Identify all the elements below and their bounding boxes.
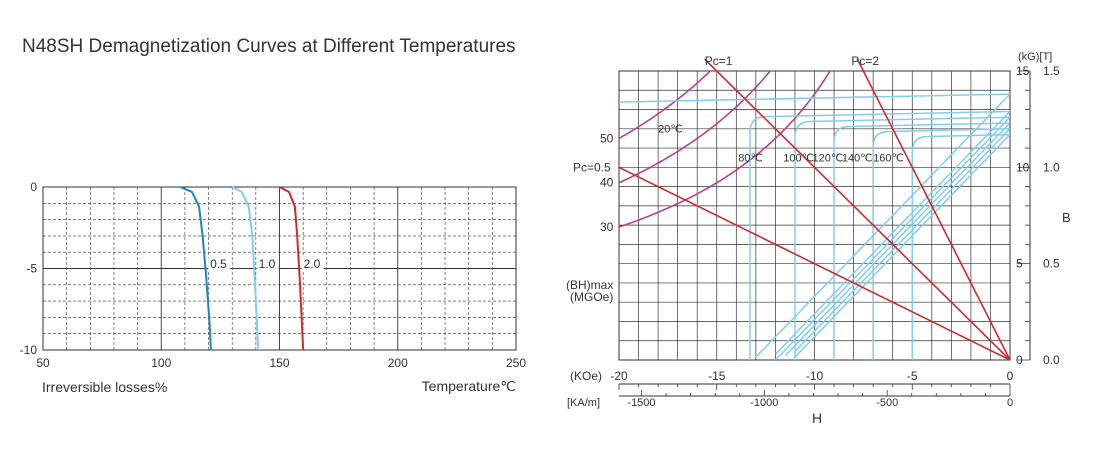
left-y-tick-label: -5 <box>26 262 37 276</box>
bhmax-value-label: 50 <box>600 131 614 145</box>
load-line-extension <box>856 58 865 72</box>
normal-b-curve <box>794 134 1010 358</box>
right-y-tick-label-kg: 5 <box>1016 257 1023 271</box>
left-series-label: 0.5 <box>210 257 227 271</box>
left-chart-labels: 50 100 150 200 250 0 -5 -10 0.5 1.0 2.0 <box>20 180 527 370</box>
temperature-curve-label: 160℃ <box>873 153 904 165</box>
right-chart-curves <box>619 58 1010 360</box>
left-y-tick-label: 0 <box>30 180 37 194</box>
right-y-tick-label-t: 0.5 <box>1043 257 1060 271</box>
intrinsic-j-curve <box>619 93 1010 104</box>
kam-tick-label: -1500 <box>627 397 655 409</box>
left-series-line <box>179 186 212 351</box>
right-y-tick-label-kg: 15 <box>1016 64 1030 78</box>
right-y-tick-label-kg: 10 <box>1016 160 1030 174</box>
right-curve-group <box>619 71 1010 360</box>
kam-tick-label: -500 <box>876 397 898 409</box>
temperature-curve-label: 140℃ <box>842 153 873 165</box>
x-unit-kam-label: [KA/m] <box>567 397 600 409</box>
page-title: N48SH Demagnetization Curves at Differen… <box>22 36 516 57</box>
bhmax-value-label: 30 <box>600 220 614 234</box>
bhmax-curve <box>619 71 772 184</box>
temperature-curve-label: 80℃ <box>738 153 763 165</box>
koe-tick-label: -5 <box>907 369 918 383</box>
left-series-label: 1.0 <box>259 257 276 271</box>
right-chart-grid <box>618 70 1031 397</box>
kam-tick-label: -1000 <box>750 397 778 409</box>
load-line <box>716 71 1010 360</box>
koe-tick-label: 0 <box>1007 369 1014 383</box>
temperature-curve-label: 120℃ <box>813 153 844 165</box>
right-plot-frame <box>618 70 1011 361</box>
right-y-tick-label-t: 0.0 <box>1043 353 1060 367</box>
load-line-extension <box>704 58 718 72</box>
load-line-label: Pc=2 <box>851 54 879 68</box>
bhmax-value-label: 40 <box>600 176 614 190</box>
kam-tick-label: 0 <box>1007 397 1013 409</box>
left-x-tick-label: 50 <box>36 356 50 370</box>
koe-tick-label: -15 <box>708 369 726 383</box>
intrinsic-j-curve <box>911 133 1010 360</box>
load-line-label: Pc=1 <box>705 54 733 68</box>
left-x-tick-label: 200 <box>388 356 408 370</box>
left-series-label-bg <box>208 257 231 272</box>
left-series-line <box>231 186 260 351</box>
intrinsic-j-curve <box>872 128 1010 360</box>
left-x-axis-label: Temperature℃ <box>422 378 516 394</box>
left-series-line <box>279 186 305 351</box>
intrinsic-j-curve <box>749 110 1010 360</box>
left-chart-grid <box>42 186 517 351</box>
right-y-axis-label: B <box>1062 210 1071 225</box>
right-chart-labels: 0 5 10 15 0.0 0.5 1.0 1.5 -20 -15 -10 -5 0 -1500 -1000… <box>573 54 1060 409</box>
left-x-tick-label: 250 <box>506 356 526 370</box>
bhmax-curve <box>619 71 712 140</box>
bhmax-curve <box>619 71 832 228</box>
right-y-tick-label-kg: 0 <box>1016 353 1023 367</box>
koe-tick-label: -20 <box>610 369 628 383</box>
left-series-label: 2.0 <box>304 257 321 271</box>
load-line <box>862 71 1010 360</box>
left-x-tick-label: 100 <box>151 356 171 370</box>
x-unit-koe-label: (KOe) <box>570 369 602 383</box>
normal-b-curve <box>755 93 1010 358</box>
normal-b-curve <box>774 110 1010 355</box>
koe-tick-label: -10 <box>806 369 824 383</box>
normal-b-curve <box>794 128 1010 352</box>
mgoe-label: (MGOe) <box>570 290 613 304</box>
left-y-axis-label: Irreversible losses% <box>42 379 167 395</box>
intrinsic-j-curve <box>794 116 1010 360</box>
load-line <box>619 166 1010 360</box>
left-series-label-bg <box>301 257 324 272</box>
temperature-curve-label: 100℃ <box>783 153 814 165</box>
load-line-label: Pc=0.5 <box>573 160 611 174</box>
left-chart-curves <box>179 186 305 351</box>
intrinsic-j-curve <box>833 122 1010 360</box>
right-y-tick-label-t: 1.5 <box>1043 64 1060 78</box>
left-series-label-bg <box>256 257 279 272</box>
left-x-tick-label: 150 <box>269 356 289 370</box>
irreversible-losses-chart: 50 100 150 200 250 0 -5 -10 0.5 1.0 2.0 Temperatur… <box>20 180 527 395</box>
normal-b-curve <box>774 116 1010 360</box>
right-y-tick-label-t: 1.0 <box>1043 160 1060 174</box>
temperature-curve-label: 20℃ <box>658 124 683 136</box>
left-y-tick-label: -10 <box>20 343 38 357</box>
normal-b-curve <box>784 122 1010 357</box>
bhmax-label: (BH)max <box>566 278 613 292</box>
right-x-axis-label: H <box>812 410 822 426</box>
right-y-unit-label: (kG)[T] <box>1018 51 1052 63</box>
